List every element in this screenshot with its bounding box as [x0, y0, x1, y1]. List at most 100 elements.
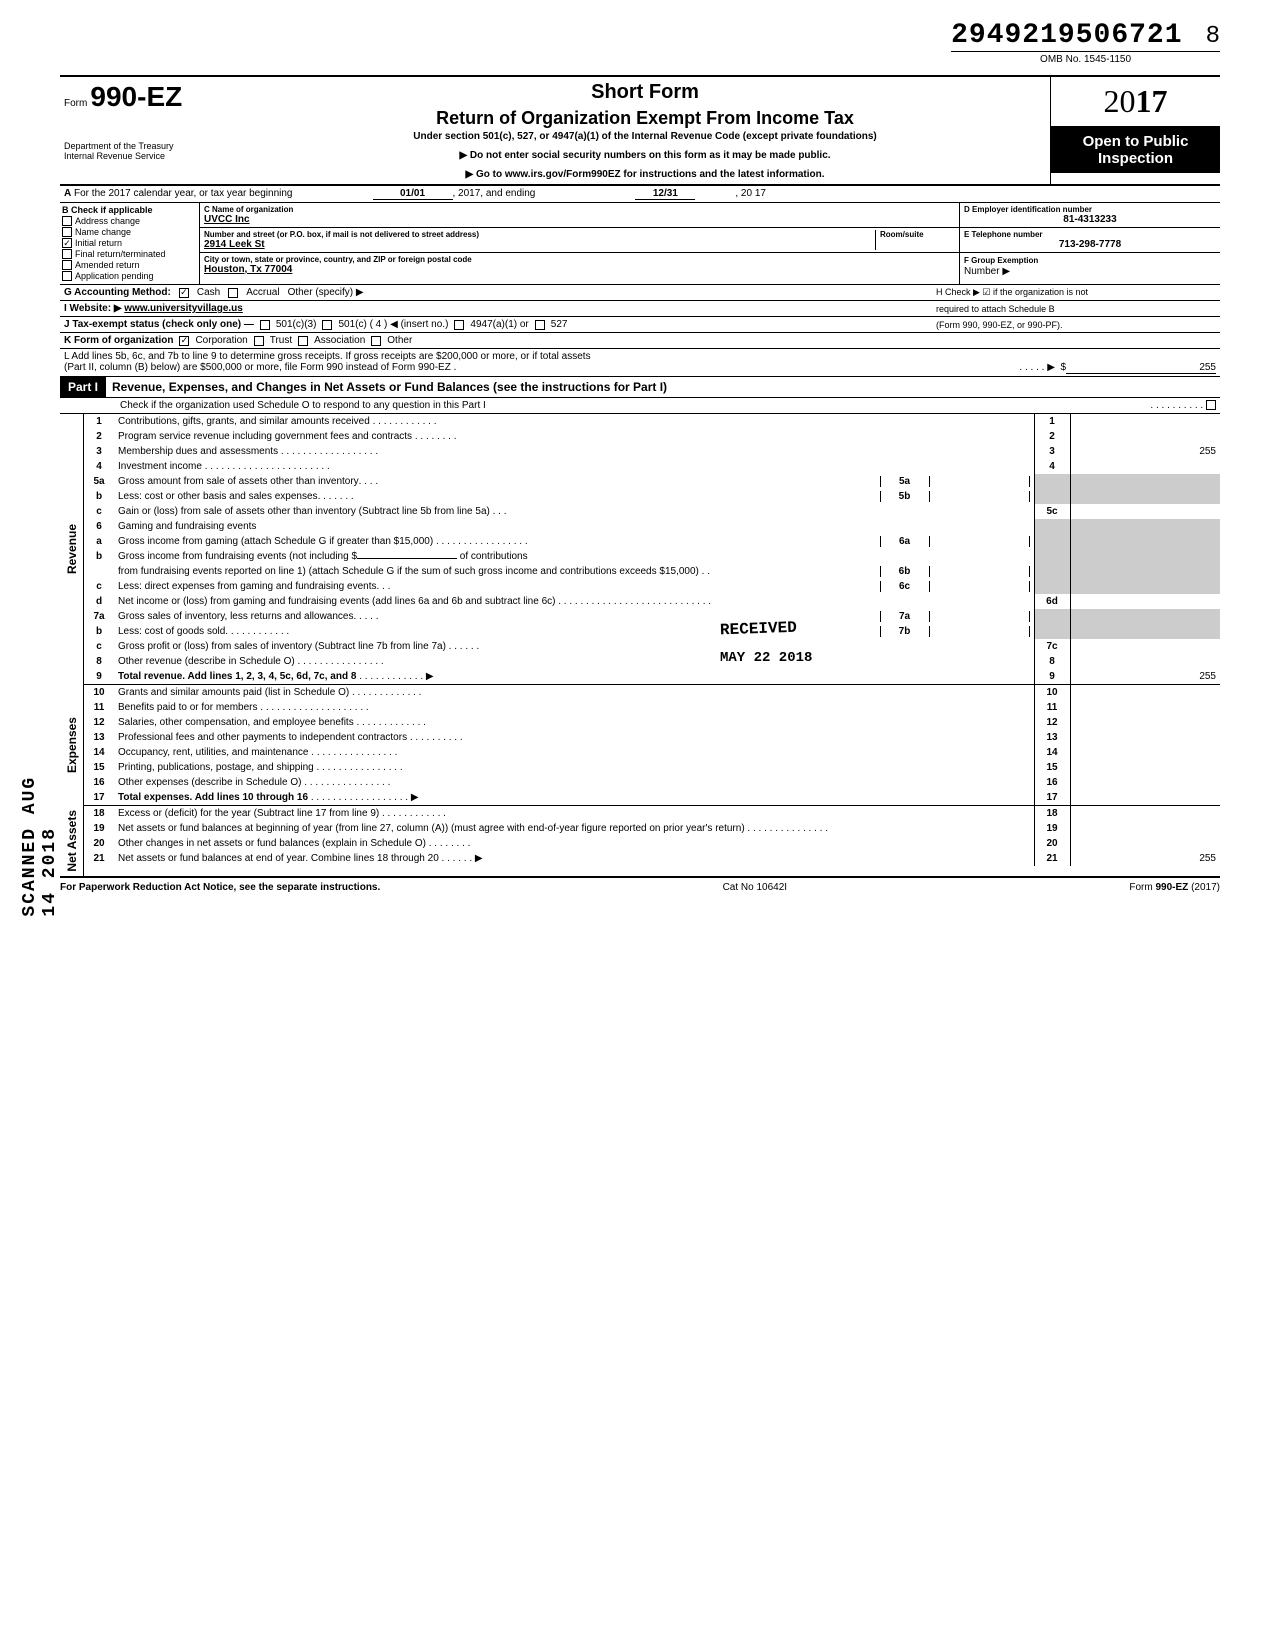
year-end-year: , 20 17 [735, 188, 766, 200]
section-a-label: A [64, 188, 71, 200]
expenses-table: 10Grants and similar amounts paid (list … [84, 685, 1220, 806]
line-18: Excess or (deficit) for the year (Subtra… [118, 808, 379, 819]
line-13: Professional fees and other payments to … [118, 732, 407, 743]
line-6b-3: from fundraising events reported on line… [118, 566, 699, 577]
chk-corp[interactable]: ✓ [179, 336, 189, 346]
city-value: Houston, Tx 77004 [204, 264, 955, 275]
form-label-column: Form 990-EZ Department of the Treasury I… [60, 77, 240, 184]
section-a-row: A For the 2017 calendar year, or tax yea… [60, 186, 1220, 203]
main-title: Return of Organization Exempt From Incom… [244, 108, 1046, 129]
revenue-label: Revenue [63, 520, 81, 578]
gross-receipts: 255 [1066, 362, 1216, 374]
short-form-title: Short Form [244, 81, 1046, 104]
chk-final-return[interactable]: Final return/terminated [62, 249, 197, 259]
document-number: 2949219506721 [951, 20, 1182, 51]
line-5b: Less: cost or other basis and sales expe… [118, 491, 318, 502]
column-c: C Name of organization UVCC Inc Number a… [200, 203, 960, 284]
year-begin: 01/01 [373, 188, 453, 200]
chk-other-org[interactable] [371, 336, 381, 346]
accounting-other: Other (specify) ▶ [288, 287, 364, 298]
net-assets-section: Net Assets 18Excess or (deficit) for the… [60, 806, 1220, 876]
row-l: L Add lines 5b, 6c, and 7b to line 9 to … [60, 349, 1220, 376]
line-21-value: 255 [1070, 851, 1220, 866]
subtitle: Under section 501(c), 527, or 4947(a)(1)… [244, 131, 1046, 142]
top-row: 2949219506721 8 OMB No. 1545-1150 [60, 20, 1220, 67]
phone-value: 713-298-7778 [964, 239, 1216, 250]
phone-label: E Telephone number [964, 230, 1216, 239]
line-11: Benefits paid to or for members [118, 702, 258, 713]
chk-initial-return[interactable]: ✓Initial return [62, 238, 197, 248]
row-j: J Tax-exempt status (check only one) — 5… [60, 317, 1220, 333]
line-6b-1: Gross income from fundraising events (no… [118, 551, 357, 562]
org-name: UVCC Inc [204, 214, 955, 225]
chk-501c3[interactable] [260, 320, 270, 330]
line-6a: Gross income from gaming (attach Schedul… [118, 536, 433, 547]
received-stamp: RECEIVED [720, 619, 797, 640]
year-end-month: 12/31 [635, 188, 695, 200]
chk-527[interactable] [535, 320, 545, 330]
group-exemption-label: F Group Exemption [964, 256, 1038, 265]
line-19: Net assets or fund balances at beginning… [118, 823, 745, 834]
section-a-mid: , 2017, and ending [453, 188, 536, 200]
year-column: 2017 Open to Public Inspection [1050, 77, 1220, 184]
form-number: 990-EZ [90, 81, 182, 112]
expenses-label: Expenses [63, 713, 81, 777]
section-a-text: For the 2017 calendar year, or tax year … [74, 188, 292, 200]
line-9-value: 255 [1070, 669, 1220, 685]
website-value: www.universityvillage.us [124, 303, 243, 314]
footer-mid: Cat No 10642I [723, 882, 788, 893]
ein-label: D Employer identification number [964, 205, 1216, 214]
chk-pending[interactable]: Application pending [62, 271, 197, 281]
footer-left: For Paperwork Reduction Act Notice, see … [60, 882, 380, 893]
line-17: Total expenses. Add lines 10 through 16 [118, 792, 308, 803]
page-number: 8 [1206, 23, 1220, 50]
omb-number: OMB No. 1545-1150 [951, 51, 1220, 67]
line-7a: Gross sales of inventory, less returns a… [118, 611, 353, 622]
chk-amended[interactable]: Amended return [62, 260, 197, 270]
info-grid: B Check if applicable Address change Nam… [60, 203, 1220, 285]
line-10: Grants and similar amounts paid (list in… [118, 687, 349, 698]
line-16: Other expenses (describe in Schedule O) [118, 777, 301, 788]
row-i: I Website: ▶ www.universityvillage.us re… [60, 301, 1220, 317]
line-6d: Net income or (loss) from gaming and fun… [118, 596, 555, 607]
tax-status-label: J Tax-exempt status (check only one) — [64, 319, 254, 330]
title-column: Short Form Return of Organization Exempt… [240, 77, 1050, 184]
column-de: D Employer identification number 81-4313… [960, 203, 1220, 284]
col-b-header: B Check if applicable [62, 205, 197, 215]
row-h-3: (Form 990, 990-EZ, or 990-PF). [936, 320, 1216, 330]
website-label: I Website: ▶ [64, 303, 122, 314]
chk-cash[interactable]: ✓ [179, 288, 189, 298]
chk-501c[interactable] [322, 320, 332, 330]
line-7b: Less: cost of goods sold [118, 626, 225, 637]
line-8: Other revenue (describe in Schedule O) [118, 656, 295, 667]
revenue-section: Revenue 1Contributions, gifts, grants, a… [60, 414, 1220, 685]
line-6c: Less: direct expenses from gaming and fu… [118, 581, 376, 592]
line-9: Total revenue. Add lines 1, 2, 3, 4, 5c,… [118, 671, 356, 682]
scanned-stamp: SCANNED AUG 14 2018 [20, 760, 60, 917]
net-assets-label: Net Assets [63, 806, 81, 876]
chk-assoc[interactable] [298, 336, 308, 346]
row-k: K Form of organization ✓Corporation Trus… [60, 333, 1220, 349]
line-20: Other changes in net assets or fund bala… [118, 838, 426, 849]
chk-schedule-o[interactable] [1206, 400, 1216, 410]
line-21: Net assets or fund balances at end of ye… [118, 853, 439, 864]
org-name-label: C Name of organization [204, 205, 955, 214]
row-g-h: G Accounting Method: ✓Cash Accrual Other… [60, 285, 1220, 301]
part1-check: Check if the organization used Schedule … [60, 398, 1220, 414]
line-3-value: 255 [1070, 444, 1220, 459]
date-stamp: MAY 22 2018 [720, 650, 812, 666]
chk-4947[interactable] [454, 320, 464, 330]
form-prefix: Form [64, 98, 87, 109]
line-2: Program service revenue including govern… [118, 431, 412, 442]
form-org-label: K Form of organization [64, 335, 173, 346]
chk-accrual[interactable] [228, 288, 238, 298]
chk-name-change[interactable]: Name change [62, 227, 197, 237]
open-public-badge: Open to Public Inspection [1051, 127, 1220, 173]
dept-treasury: Department of the Treasury [64, 141, 236, 151]
chk-trust[interactable] [254, 336, 264, 346]
row-l-line2: (Part II, column (B) below) are $500,000… [64, 362, 456, 374]
chk-address-change[interactable]: Address change [62, 216, 197, 226]
line-1: Contributions, gifts, grants, and simila… [118, 416, 370, 427]
ein-value: 81-4313233 [964, 214, 1216, 225]
instruction-1: ▶ Do not enter social security numbers o… [244, 150, 1046, 161]
